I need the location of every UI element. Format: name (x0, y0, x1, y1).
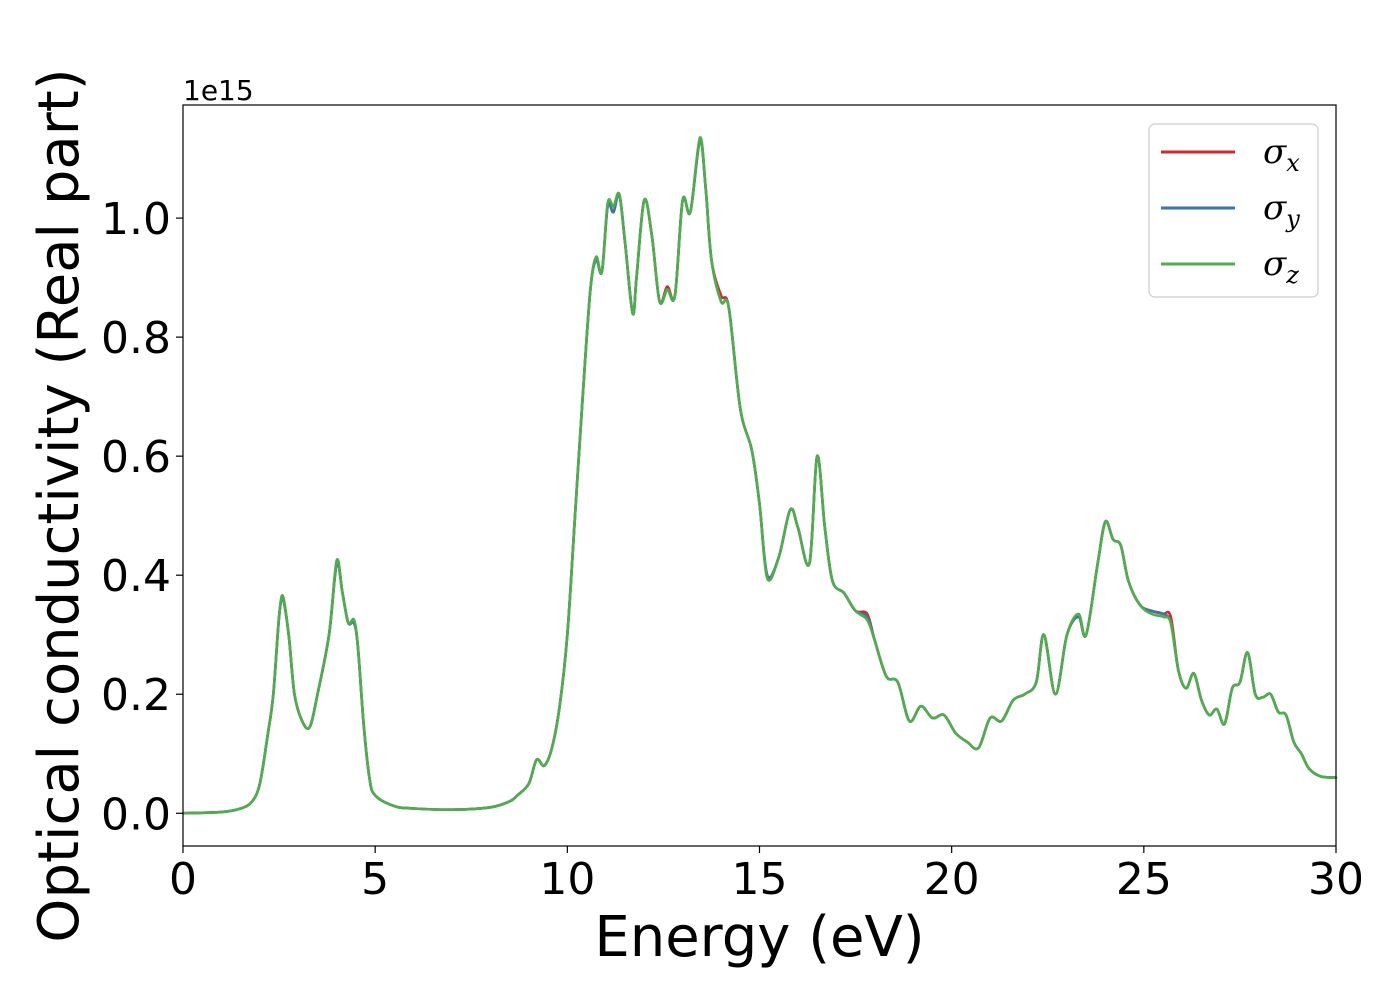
series-line-z (181, 136, 1338, 815)
y-tick-label: 0.4 (101, 551, 171, 602)
legend-subscript: x (1286, 149, 1300, 177)
y-tick-label: 0.6 (101, 432, 171, 483)
legend-box (1148, 123, 1319, 298)
x-tick-label: 10 (539, 854, 595, 905)
x-tick-label: 0 (169, 854, 197, 905)
legend-label-y: σy (1263, 188, 1300, 233)
y-offset-label: 1e15 (183, 74, 254, 107)
y-axis-label: Optical conductivity (Real part) (27, 68, 92, 942)
x-tick-label: 5 (361, 854, 389, 905)
y-tick-label: 0.2 (101, 670, 171, 721)
y-tick-label: 0.0 (101, 789, 171, 840)
legend-symbol: σ (1263, 244, 1287, 284)
x-tick-label: 30 (1308, 854, 1364, 905)
y-tick-label: 0.8 (101, 313, 171, 364)
x-axis-ticks: 0 5 10 15 20 25 30 (169, 846, 1364, 905)
legend-label-z: σz (1263, 244, 1299, 289)
x-tick-label: 15 (732, 854, 788, 905)
y-tick-label: 1.0 (101, 194, 171, 245)
x-axis-label: Energy (eV) (594, 905, 924, 970)
series-layer (181, 136, 1338, 815)
x-tick-label: 25 (1116, 854, 1172, 905)
legend-subscript: z (1285, 261, 1299, 289)
y-axis-ticks: 0.0 0.2 0.4 0.6 0.8 1.0 (101, 194, 183, 840)
x-tick-label: 20 (924, 854, 980, 905)
legend-label-x: σx (1263, 132, 1300, 177)
legend-symbol: σ (1263, 132, 1287, 172)
legend-subscript: y (1285, 205, 1300, 233)
legend-symbol: σ (1263, 188, 1287, 228)
